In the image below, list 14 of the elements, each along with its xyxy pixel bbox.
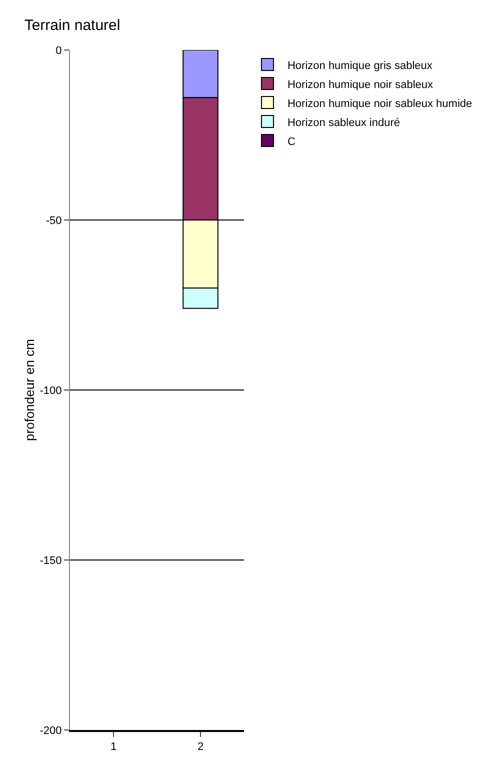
y-tick-label: -200	[40, 724, 62, 737]
chart-title: Terrain naturel	[24, 17, 120, 34]
legend-label: Horizon humique noir sableux humide	[287, 98, 472, 110]
x-tick-label: 1	[110, 741, 117, 754]
x-tick-label: 2	[197, 741, 204, 754]
legend-label: Horizon humique noir sableux	[287, 78, 434, 91]
legend-label: C	[287, 136, 296, 148]
y-tick-label: -50	[46, 214, 62, 227]
legend-label: Horizon humique gris sableux	[287, 60, 433, 72]
legend-label: Horizon sableux induré	[287, 116, 400, 129]
y-tick-label: 0	[56, 44, 62, 57]
y-axis-title: profondeur en cm	[22, 339, 37, 441]
y-tick-label: -100	[40, 384, 62, 397]
y-tick-label: -150	[40, 554, 62, 567]
